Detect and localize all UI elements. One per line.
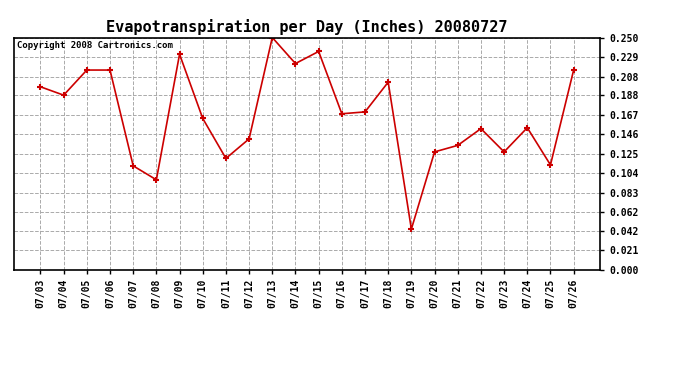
Title: Evapotranspiration per Day (Inches) 20080727: Evapotranspiration per Day (Inches) 2008… [106, 19, 508, 35]
Text: Copyright 2008 Cartronics.com: Copyright 2008 Cartronics.com [17, 41, 172, 50]
